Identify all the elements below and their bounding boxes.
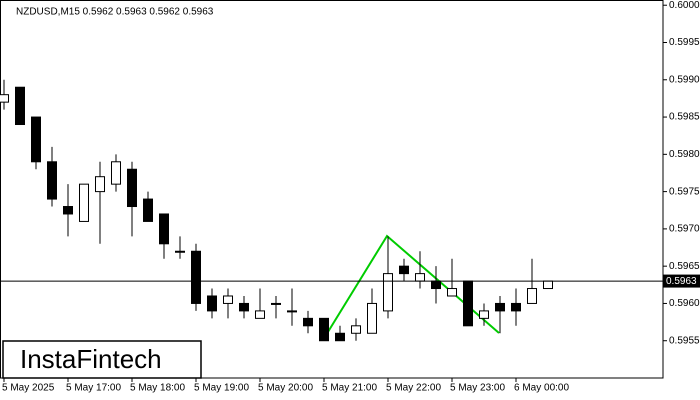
y-tick-label: 0.5970 [669,224,700,235]
candle-body [159,213,169,245]
x-tick-label: 5 May 17:00 [66,383,121,394]
x-tick-label: 5 May 20:00 [258,383,313,394]
candle-body [175,250,185,253]
candle-body [463,280,473,327]
candle-body [287,310,297,313]
candle-body [47,161,57,200]
candle-body [479,310,489,319]
y-tick-label: 0.5965 [669,261,700,272]
candle-body [415,273,425,282]
candle-body [399,265,409,275]
candle-body [223,295,233,304]
x-tick-label: 6 May 00:00 [514,383,569,394]
candle-body [351,325,361,334]
chart-title: NZDUSD,M15 0.5962 0.5963 0.5962 0.5963 [16,7,214,18]
y-tick-label: 0.5955 [669,335,700,346]
x-tick-label: 5 May 23:00 [450,383,505,394]
y-tick-label: 0.5960 [669,298,700,309]
candle-body [95,176,105,193]
candle-body [15,86,25,126]
candle-body [511,302,521,312]
logo: InstaFintech [20,344,162,374]
candle-body [143,198,153,222]
y-tick-label: 0.5990 [669,74,700,85]
last-price-label: 0.5963 [666,276,697,287]
candle-body [367,302,377,334]
x-tick-label: 5 May 19:00 [194,383,249,394]
candle-body [207,295,217,312]
x-tick-label: 5 May 21:00 [322,383,377,394]
candle-body [63,206,73,215]
candle-body [111,161,121,185]
x-tick-label: 5 May 18:00 [130,383,185,394]
y-tick-label: 0.5975 [669,186,700,197]
x-tick-label: 5 May 22:00 [386,383,441,394]
candle-body [191,250,201,304]
candle-body [31,116,41,163]
candle-body [335,332,345,342]
candle-body [303,317,313,327]
candle-body [431,280,441,290]
y-tick-label: 0.5980 [669,149,700,160]
logo-box [2,340,202,379]
x-tick-label: 5 May 2025 [2,383,55,394]
candle-body [319,317,329,342]
candle-body [127,168,137,208]
candle-body [543,280,553,290]
candle-body [447,288,457,297]
candle-body [79,183,89,222]
series-layer [0,79,553,342]
candle-body [271,302,281,305]
candle-body [239,302,249,312]
pattern-line [322,234,500,341]
candle-body [0,94,9,103]
candle-body [495,302,505,312]
plot-frame [0,0,664,379]
y-tick-label: 0.6000 [669,0,700,11]
last-price-tag [663,274,700,288]
candle-body [383,273,393,312]
candle-body [527,288,537,304]
y-tick-label: 0.5985 [669,112,700,123]
y-tick-label: 0.5995 [669,37,700,48]
candle-body [255,310,265,319]
